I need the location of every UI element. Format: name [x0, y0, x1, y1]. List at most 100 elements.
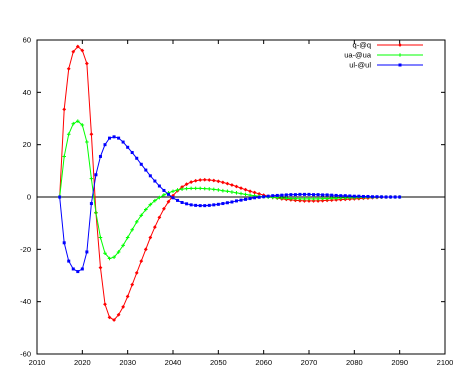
y-tick-label: 0	[27, 193, 31, 202]
data-point	[275, 193, 279, 197]
data-point	[75, 44, 80, 49]
data-point	[334, 193, 338, 197]
data-point	[398, 195, 402, 199]
data-point	[144, 207, 148, 212]
data-point	[361, 194, 365, 198]
data-point	[176, 198, 180, 202]
data-point	[152, 225, 157, 229]
data-point	[180, 200, 184, 204]
data-point	[280, 193, 284, 197]
series-line	[59, 136, 400, 273]
data-point	[76, 119, 80, 123]
data-point	[298, 192, 302, 196]
data-point	[325, 198, 330, 203]
data-point	[125, 294, 130, 299]
data-point	[157, 195, 162, 200]
data-point	[302, 192, 306, 196]
data-point	[112, 135, 116, 139]
data-point	[153, 198, 157, 203]
data-point	[139, 259, 144, 264]
data-point	[180, 185, 184, 189]
data-point	[380, 195, 384, 199]
y-tick-label: -40	[20, 297, 31, 306]
data-point	[325, 193, 329, 197]
data-point	[366, 194, 370, 198]
legend-item: ul-@ul	[349, 61, 423, 70]
data-point	[266, 194, 270, 198]
data-point	[311, 197, 316, 201]
data-point	[121, 140, 125, 144]
data-point	[148, 174, 152, 178]
data-point	[171, 196, 175, 200]
data-point	[329, 196, 334, 201]
data-point	[135, 156, 139, 160]
data-point	[84, 61, 89, 66]
data-point	[157, 184, 161, 188]
data-point	[271, 194, 275, 198]
data-point	[198, 178, 203, 182]
data-point	[166, 192, 170, 196]
data-point	[348, 194, 352, 198]
data-point	[194, 203, 198, 207]
data-point	[76, 270, 80, 274]
x-tick-label: 2010	[29, 358, 46, 367]
data-point	[121, 243, 125, 248]
y-tick-label: -60	[20, 350, 31, 359]
data-point	[62, 154, 66, 159]
data-point	[139, 213, 144, 218]
data-point	[316, 197, 320, 201]
data-point	[202, 177, 207, 182]
legend-marker	[398, 53, 402, 57]
data-point	[230, 200, 234, 204]
data-point	[384, 195, 388, 199]
x-tick-label: 2040	[165, 358, 182, 367]
legend-label: q-@q	[353, 41, 371, 50]
data-point	[180, 187, 184, 191]
data-point	[184, 186, 189, 191]
data-point	[221, 202, 225, 206]
data-point	[116, 312, 121, 317]
data-point	[71, 49, 76, 54]
x-tick-label: 2090	[391, 358, 408, 367]
data-point	[284, 196, 289, 201]
data-point	[189, 186, 193, 191]
data-point	[207, 203, 211, 207]
data-point	[225, 189, 230, 194]
data-point	[80, 267, 84, 271]
data-point	[216, 179, 221, 184]
data-point	[389, 195, 393, 199]
data-point	[89, 202, 93, 206]
data-point	[89, 132, 94, 137]
data-point	[307, 197, 311, 201]
series-line	[59, 45, 400, 321]
data-point	[193, 178, 198, 183]
data-point	[253, 196, 257, 200]
data-point	[193, 186, 198, 191]
data-point	[117, 136, 121, 140]
data-point	[207, 178, 212, 182]
data-point	[67, 259, 71, 263]
data-point	[220, 180, 225, 185]
data-point	[80, 48, 85, 53]
x-tick-label: 2020	[74, 358, 91, 367]
data-point	[320, 196, 325, 201]
data-point	[212, 203, 216, 207]
legend-label: ua-@ua	[344, 51, 372, 60]
data-point	[166, 199, 171, 204]
data-point	[171, 189, 175, 194]
data-point	[66, 66, 71, 71]
data-point	[252, 190, 257, 195]
y-tick-label: -20	[20, 245, 31, 254]
data-point	[302, 199, 307, 203]
data-point	[134, 220, 139, 224]
data-point	[212, 187, 216, 192]
x-tick-label: 2050	[210, 358, 227, 367]
data-point	[89, 176, 94, 181]
data-point	[239, 198, 243, 202]
data-point	[85, 250, 89, 254]
data-point	[234, 191, 239, 195]
data-point	[103, 251, 107, 256]
data-point	[339, 194, 343, 198]
data-point	[257, 195, 261, 199]
data-point	[289, 196, 293, 201]
